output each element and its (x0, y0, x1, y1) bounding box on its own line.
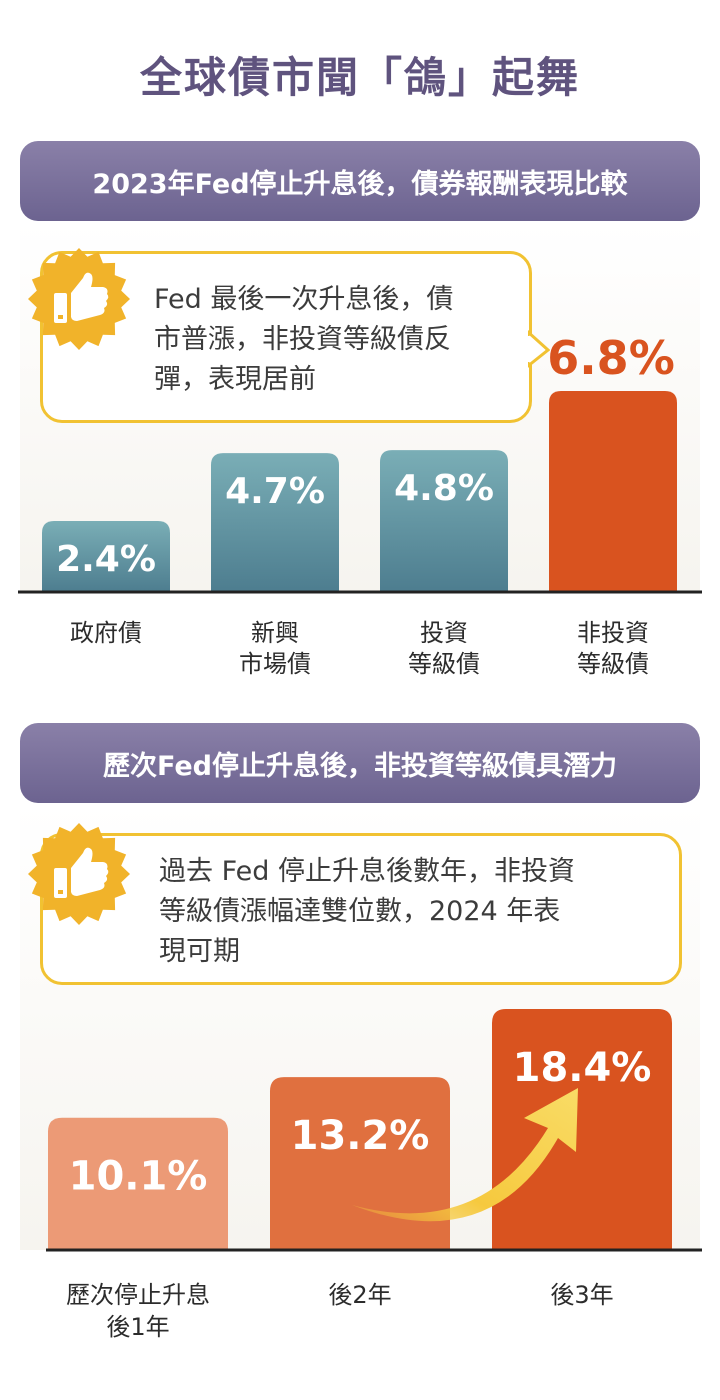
bar-value-label: 2.4% (56, 539, 156, 580)
bar (48, 1117, 228, 1250)
highlight-value-label: 6.8% (547, 331, 675, 385)
category-label: 後2年 (328, 1281, 391, 1309)
bar (42, 521, 170, 592)
category-label: 市場債 (239, 650, 311, 678)
category-label: 後1年 (106, 1313, 169, 1341)
category-label: 等級債 (577, 650, 649, 678)
category-label: 等級債 (408, 650, 480, 678)
callout-line: 現可期 (159, 936, 240, 967)
callout-line: 等級債漲幅達雙位數，2024 年表 (159, 896, 561, 927)
bar-value-label: 18.4% (513, 1045, 652, 1091)
bar (211, 453, 339, 592)
callout-line: 市普漲，非投資等級債反 (154, 324, 451, 355)
category-label: 新興 (251, 619, 299, 647)
page-title: 全球債市聞「鴿」起舞 (139, 53, 580, 102)
bar (549, 391, 677, 592)
thumbs-up-icon (28, 823, 130, 925)
bar-value-label: 4.7% (225, 471, 325, 512)
callout-line: 過去 Fed 停止升息後數年，非投資 (159, 856, 575, 887)
category-label: 後3年 (550, 1281, 613, 1309)
bar-value-label: 4.8% (394, 468, 494, 509)
callout-pointer (528, 330, 550, 368)
bar (492, 1009, 672, 1250)
category-label: 非投資 (577, 619, 649, 647)
bar (270, 1077, 450, 1250)
callout-line: Fed 最後一次升息後，債 (154, 284, 454, 315)
category-label: 歷次停止升息 (66, 1281, 210, 1309)
section1-heading: 2023年Fed停止升息後，債券報酬表現比較 (20, 141, 700, 221)
category-label: 政府債 (70, 619, 142, 647)
bar-value-label: 13.2% (291, 1113, 430, 1159)
upward-arrow (352, 1088, 578, 1222)
bar (380, 450, 508, 592)
thumbs-up-icon (28, 248, 130, 350)
bar-value-label: 10.1% (69, 1154, 208, 1200)
category-label: 投資 (420, 619, 468, 647)
section2-heading: 歷次Fed停止升息後，非投資等級債具潛力 (20, 723, 700, 803)
chart2-callout: 過去 Fed 停止升息後數年，非投資 等級債漲幅達雙位數，2024 年表 現可期 (40, 833, 682, 985)
callout-line: 彈，表現居前 (154, 364, 316, 395)
